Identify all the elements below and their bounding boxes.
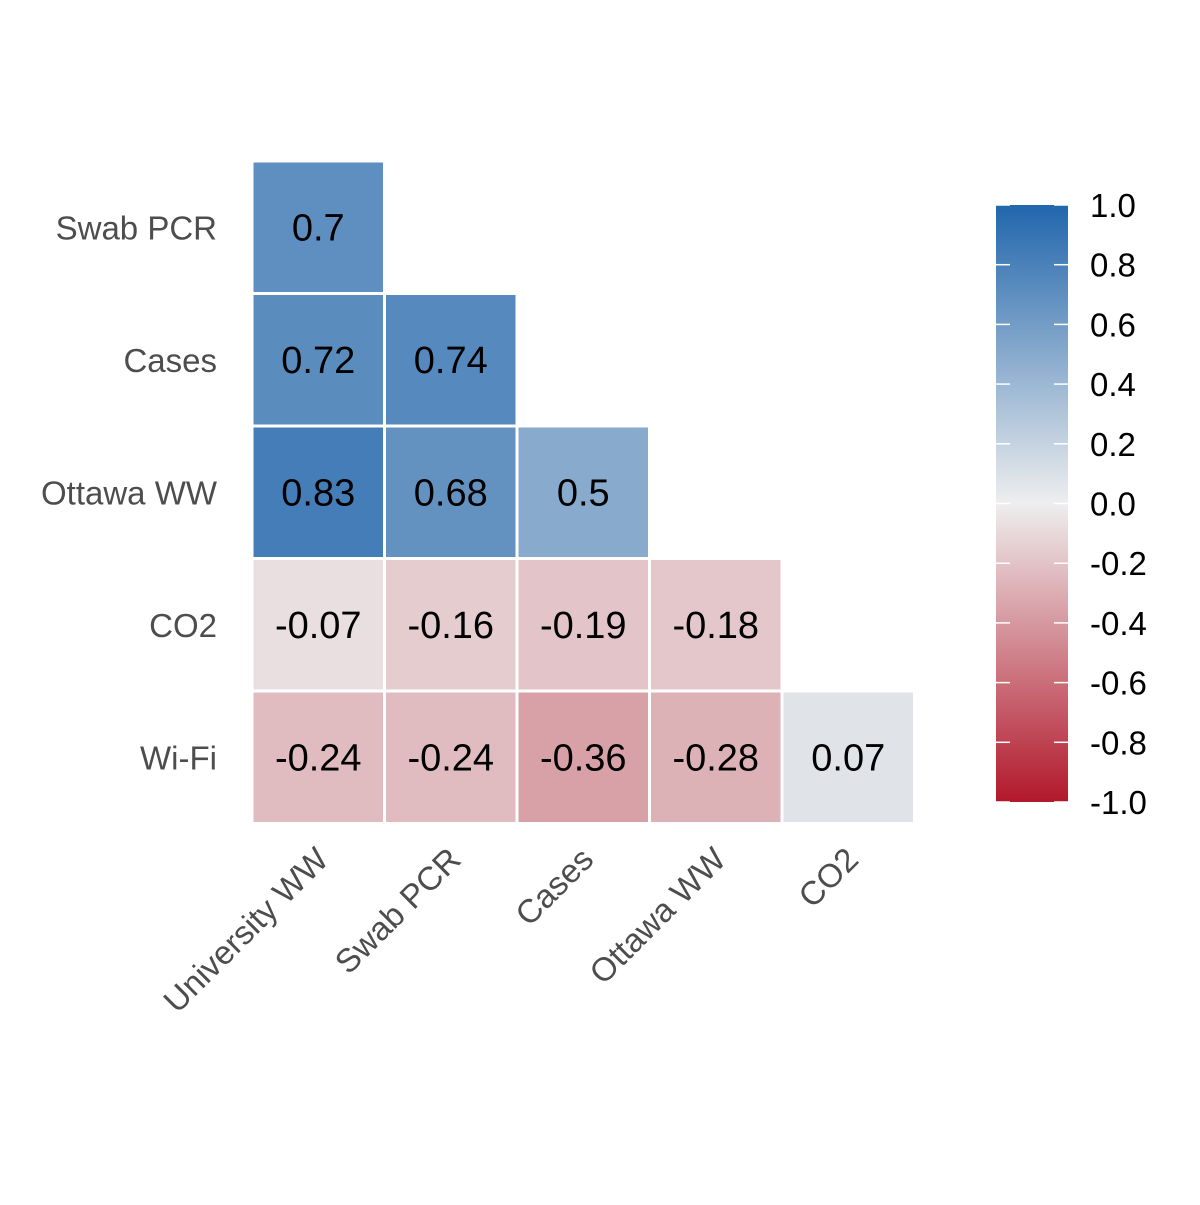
cell-value-label: -0.18 xyxy=(672,605,759,647)
cell-value-label: -0.24 xyxy=(275,737,362,779)
colorbar-tick-label: -0.8 xyxy=(1090,724,1147,761)
x-tick-label-swab-pcr: Swab PCR xyxy=(327,840,467,980)
heatmap-cell-swab-pcr-ottawa-ww xyxy=(386,427,516,557)
heatmap-cell-cases-co2 xyxy=(518,560,648,690)
cell-value-label: 0.7 xyxy=(292,207,345,249)
heatmap-cell-ottawa-ww-co2 xyxy=(651,560,781,690)
cell-value-label: 0.72 xyxy=(281,340,355,382)
heatmap-cell-university-ww-swab-pcr xyxy=(253,162,383,292)
heatmap-cell-ottawa-ww-wi-fi xyxy=(651,692,781,822)
cell-value-label: -0.28 xyxy=(672,737,759,779)
colorbar-tick-label: -1.0 xyxy=(1090,784,1147,821)
cell-value-label: -0.36 xyxy=(540,737,627,779)
colorbar-tick-label: 0.4 xyxy=(1090,366,1136,403)
y-tick-label-wi-fi: Wi-Fi xyxy=(140,739,217,776)
heatmap-cell-university-ww-ottawa-ww xyxy=(253,427,383,557)
cell-value-label: -0.07 xyxy=(275,605,362,647)
heatmap-cell-swab-pcr-cases xyxy=(386,295,516,425)
heatmap-cell-swab-pcr-wi-fi xyxy=(386,692,516,822)
heatmap-cell-cases-ottawa-ww xyxy=(518,427,648,557)
heatmap-cell-swab-pcr-co2 xyxy=(386,560,516,690)
y-tick-label-swab-pcr: Swab PCR xyxy=(56,209,217,246)
colorbar-tick-label: 0.2 xyxy=(1090,426,1136,463)
cell-value-label: -0.16 xyxy=(407,605,494,647)
colorbar-tick-label: 0.0 xyxy=(1090,486,1136,523)
colorbar-tick-label: -0.2 xyxy=(1090,545,1147,582)
y-tick-label-ottawa-ww: Ottawa WW xyxy=(41,474,218,511)
cell-value-label: 0.83 xyxy=(281,472,355,514)
cell-value-label: 0.74 xyxy=(414,340,488,382)
colorbar-tick-label: -0.4 xyxy=(1090,605,1147,642)
x-tick-label-ottawa-ww: Ottawa WW xyxy=(582,840,733,991)
colorbar-tick-label: 0.6 xyxy=(1090,306,1136,343)
y-axis-labels: Swab PCR Cases Ottawa WW CO2 Wi-Fi xyxy=(41,209,218,776)
cell-value-label: 0.5 xyxy=(557,472,610,514)
cells-layer: 0.7 0.72 0.74 0.83 0.68 0.5 -0.07 -0.16 -0.19 -0.… xyxy=(253,162,913,822)
x-tick-label-university-ww: University WW xyxy=(156,840,336,1020)
cell-value-label: 0.68 xyxy=(414,472,488,514)
colorbar-tick-label: -0.6 xyxy=(1090,665,1147,702)
x-tick-label-cases: Cases xyxy=(508,840,600,932)
heatmap-cell-university-ww-co2 xyxy=(253,560,383,690)
cell-value-label: -0.19 xyxy=(540,605,627,647)
x-tick-label-co2: CO2 xyxy=(791,840,865,914)
heatmap-cell-university-ww-cases xyxy=(253,295,383,425)
y-tick-label-cases: Cases xyxy=(123,342,217,379)
cell-value-label: 0.07 xyxy=(811,737,885,779)
colorbar-legend: 1.0 0.8 0.6 0.4 0.2 0.0 -0.2 -0.4 -0.6 -0.8 -1.0 xyxy=(996,187,1147,821)
colorbar-tick-label: 0.8 xyxy=(1090,247,1136,284)
colorbar-tick-label: 1.0 xyxy=(1090,187,1136,224)
heatmap-cell-university-ww-wi-fi xyxy=(253,692,383,822)
heatmap-cell-cases-wi-fi xyxy=(518,692,648,822)
heatmap-cell-co2-wi-fi xyxy=(783,692,913,822)
cell-value-label: -0.24 xyxy=(407,737,494,779)
y-tick-label-co2: CO2 xyxy=(149,607,217,644)
